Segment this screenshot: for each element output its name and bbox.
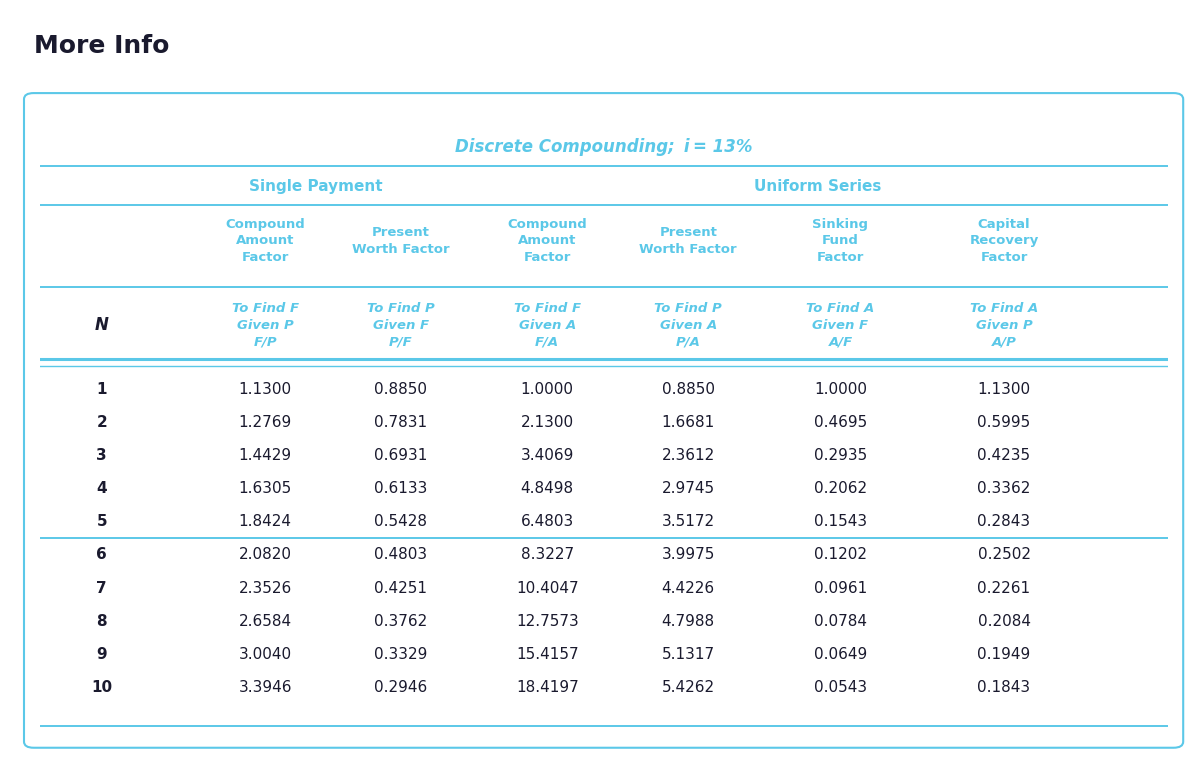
Text: 3.4069: 3.4069 (521, 449, 574, 463)
Text: 0.3329: 0.3329 (374, 646, 427, 662)
Text: 0.0961: 0.0961 (814, 581, 868, 595)
Text: 10: 10 (91, 680, 113, 694)
Text: 3.3946: 3.3946 (239, 680, 292, 694)
Text: 0.8850: 0.8850 (374, 382, 427, 398)
Text: 8.3227: 8.3227 (521, 548, 574, 562)
Text: 1.0000: 1.0000 (521, 382, 574, 398)
Text: 3.5172: 3.5172 (661, 514, 715, 530)
Text: 0.5995: 0.5995 (978, 415, 1031, 430)
Text: 3: 3 (96, 449, 107, 463)
Text: To Find A
Given P
A/P: To Find A Given P A/P (970, 302, 1038, 348)
Text: 1.6681: 1.6681 (661, 415, 715, 430)
Text: 2.3612: 2.3612 (661, 449, 715, 463)
Text: 0.2843: 0.2843 (978, 514, 1031, 530)
Text: 0.2935: 0.2935 (814, 449, 868, 463)
Text: 0.2084: 0.2084 (978, 613, 1031, 629)
Text: To Find A
Given F
A/F: To Find A Given F A/F (806, 302, 875, 348)
Text: 5.1317: 5.1317 (661, 646, 715, 662)
Text: 0.4235: 0.4235 (978, 449, 1031, 463)
Text: 0.0784: 0.0784 (814, 613, 866, 629)
Text: 5: 5 (96, 514, 107, 530)
Text: 0.1202: 0.1202 (814, 548, 866, 562)
Text: 18.4197: 18.4197 (516, 680, 578, 694)
Text: Compound
Amount
Factor: Compound Amount Factor (508, 217, 587, 264)
Text: 1.1300: 1.1300 (978, 382, 1031, 398)
Text: 4.7988: 4.7988 (661, 613, 715, 629)
Text: N: N (95, 316, 108, 334)
Text: Uniform Series: Uniform Series (755, 179, 882, 195)
Text: 0.3362: 0.3362 (977, 481, 1031, 497)
Text: 2.6584: 2.6584 (239, 613, 292, 629)
Text: 0.1843: 0.1843 (978, 680, 1031, 694)
Text: 4: 4 (96, 481, 107, 497)
Text: 3.0040: 3.0040 (239, 646, 292, 662)
Text: To Find F
Given P
F/P: To Find F Given P F/P (232, 302, 299, 348)
Text: 2: 2 (96, 415, 107, 430)
Text: 2.1300: 2.1300 (521, 415, 574, 430)
Text: 9: 9 (96, 646, 107, 662)
Text: To Find P
Given A
P/A: To Find P Given A P/A (654, 302, 722, 348)
Text: 0.2062: 0.2062 (814, 481, 868, 497)
Text: 7: 7 (96, 581, 107, 595)
Text: 0.4251: 0.4251 (374, 581, 427, 595)
Text: Sinking
Fund
Factor: Sinking Fund Factor (812, 217, 869, 264)
Text: Capital
Recovery
Factor: Capital Recovery Factor (970, 217, 1039, 264)
Text: 3.9975: 3.9975 (661, 548, 715, 562)
Text: 4.8498: 4.8498 (521, 481, 574, 497)
Text: 0.1543: 0.1543 (814, 514, 868, 530)
Text: 0.2502: 0.2502 (978, 548, 1031, 562)
Text: 12.7573: 12.7573 (516, 613, 578, 629)
Text: Present
Worth Factor: Present Worth Factor (352, 226, 449, 256)
Text: 1.2769: 1.2769 (239, 415, 292, 430)
Text: 1.8424: 1.8424 (239, 514, 292, 530)
Text: 4.4226: 4.4226 (661, 581, 715, 595)
Text: 0.1949: 0.1949 (978, 646, 1031, 662)
Text: 10.4047: 10.4047 (516, 581, 578, 595)
Text: 0.4803: 0.4803 (374, 548, 427, 562)
Text: 1.0000: 1.0000 (814, 382, 866, 398)
Text: 2.9745: 2.9745 (661, 481, 715, 497)
Text: Single Payment: Single Payment (250, 179, 383, 195)
Text: 0.7831: 0.7831 (374, 415, 427, 430)
Text: 0.6133: 0.6133 (374, 481, 427, 497)
Text: 8: 8 (96, 613, 107, 629)
Text: To Find P
Given F
P/F: To Find P Given F P/F (367, 302, 434, 348)
Text: 1.1300: 1.1300 (239, 382, 292, 398)
Text: 2.3526: 2.3526 (239, 581, 292, 595)
Text: 0.0543: 0.0543 (814, 680, 868, 694)
Text: Compound
Amount
Factor: Compound Amount Factor (226, 217, 305, 264)
Text: 0.5428: 0.5428 (374, 514, 427, 530)
Text: 1.6305: 1.6305 (239, 481, 292, 497)
Text: 0.3762: 0.3762 (374, 613, 427, 629)
Text: 0.6931: 0.6931 (374, 449, 427, 463)
Text: Discrete Compounding;  i = 13%: Discrete Compounding; i = 13% (455, 138, 752, 156)
Text: 0.8850: 0.8850 (661, 382, 715, 398)
Text: 0.2261: 0.2261 (978, 581, 1031, 595)
Text: 0.4695: 0.4695 (814, 415, 868, 430)
Text: 5.4262: 5.4262 (661, 680, 715, 694)
Text: 0.0649: 0.0649 (814, 646, 868, 662)
Text: To Find F
Given A
F/A: To Find F Given A F/A (514, 302, 581, 348)
Text: 6.4803: 6.4803 (521, 514, 574, 530)
Text: 15.4157: 15.4157 (516, 646, 578, 662)
Text: Present
Worth Factor: Present Worth Factor (640, 226, 737, 256)
Text: 1: 1 (96, 382, 107, 398)
Text: 2.0820: 2.0820 (239, 548, 292, 562)
Text: 6: 6 (96, 548, 107, 562)
Text: 1.4429: 1.4429 (239, 449, 292, 463)
Text: More Info: More Info (34, 34, 169, 58)
Text: 0.2946: 0.2946 (374, 680, 427, 694)
